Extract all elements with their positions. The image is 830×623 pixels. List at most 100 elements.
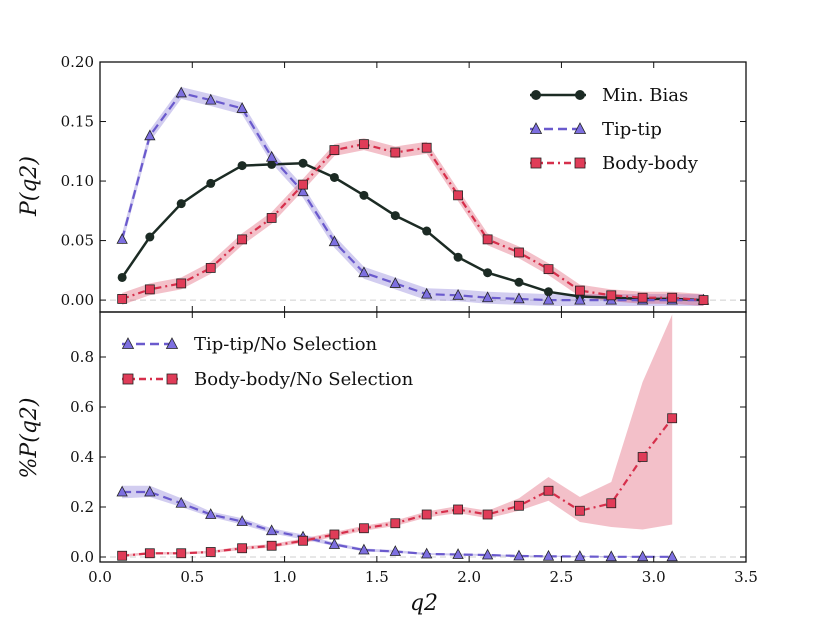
bottom-y-axis-label: %P(q2) [17,398,42,479]
bottom-series-0-point [265,524,278,536]
top-series-1-point [205,93,217,105]
bottom-series-1-point [543,485,554,496]
top-series-1-point [328,235,341,247]
top-series-1-point [542,293,555,305]
bottom-series-0-point [358,543,370,555]
bottom-series-0-point [513,549,525,561]
top-series-1-point [144,129,156,141]
top-y-tick-label: 0.05 [61,232,94,250]
top-series-1-point [116,233,128,244]
top-series-0-point [206,178,216,188]
top-series-1-point [513,292,525,304]
bottom-series-0-point [481,548,494,560]
bottom-series-line-1 [122,417,674,557]
top-series-0-point [453,252,463,262]
top-series-2-point [698,295,709,305]
bottom-series-1-point [606,498,617,509]
top-legend-label-2: Body-body [602,153,699,174]
top-series-1-point [452,288,464,300]
bottom-series-0-point [542,549,555,561]
bottom-x-tick-label: 2.5 [549,568,573,586]
top-series-2-point [543,264,554,275]
top-series-0-point [145,232,155,242]
bottom-series-1-point [117,550,128,561]
bottom-band-0 [122,485,673,557]
bottom-legend-marker-0 [121,337,135,349]
bottom-x-tick-label: 3.0 [642,568,666,586]
bottom-series-0-point [205,508,217,519]
bottom-series-0-point [636,550,649,562]
top-legend-marker-0 [531,90,541,100]
top-series-0-point [329,172,339,182]
top-y-tick-label: 0.20 [61,53,94,71]
top-legend-marker-2 [574,157,586,169]
bottom-legend-marker-1 [166,373,178,385]
bottom-y-tick-label: 0.0 [70,548,94,566]
bottom-x-tick-label: 1.5 [365,568,389,586]
top-series-1-point [358,266,370,278]
top-legend-marker-2 [530,157,542,169]
bottom-series-1-point [453,504,463,515]
bottom-series-0-point [421,547,433,559]
top-series-2-point [637,292,648,303]
top-series-1-point [574,293,586,305]
top-series-0-point [298,158,308,168]
top-series-0-point [359,190,369,200]
bottom-series-1-point [359,523,369,534]
top-series-0-point [176,199,186,209]
top-series-0-point [483,268,493,278]
bottom-series-1-point [144,548,155,559]
bottom-panel: 0.0 0.2 0.4 0.6 0.8 0.0 0.5 1.0 1.5 2.0 2.5 3.0 3.5 T… [70,311,758,586]
top-series-1-point [265,150,278,162]
top-legend-marker-1 [529,122,543,134]
top-series-2-point [176,278,187,289]
bottom-legend-marker-0 [165,337,179,349]
top-y-tick-label: 0.15 [61,113,94,131]
top-legend-marker-1 [573,122,587,134]
top-series-2-point [606,290,617,301]
top-series-2-point [482,234,493,245]
top-band-2 [122,138,704,306]
top-series-1-point [389,277,401,288]
top-series-2-point [667,292,678,303]
bottom-x-tick-label: 0.5 [180,568,204,586]
bottom-y-tick-label: 0.2 [70,498,94,516]
bottom-series-1-point [482,509,493,520]
top-legend-label-0: Min. Bias [602,85,688,106]
top-series-1-point [481,291,494,303]
top-series-2-point [514,247,524,258]
bottom-series-1-point [390,518,401,529]
top-series-2-point [266,213,277,223]
top-series-1-point [297,185,309,197]
top-series-line-1 [121,91,704,302]
top-series-2-point [574,285,585,296]
bottom-legend-marker-1 [122,373,134,385]
bottom-series-1-point [176,548,187,559]
top-series-1-point [175,86,187,98]
top-legend-label-1: Tip-tip [602,119,662,140]
top-series-2-point [237,234,248,245]
top-panel: 0.00 0.05 0.10 0.15 0.20 Min. Bias Tip-tip Body… [61,53,747,313]
bottom-series-0-point [144,485,156,497]
bottom-series-1-point [637,452,648,462]
top-series-0-point [390,211,400,221]
bottom-y-tick-label: 0.6 [70,398,94,416]
bottom-frame [99,311,747,563]
top-series-0-point [514,277,524,287]
top-series-1-point [421,287,433,299]
bottom-series-1-point [266,540,277,551]
bottom-series-0-point [452,548,464,559]
bottom-series-1-point [514,500,524,511]
top-series-2-point [390,147,401,158]
bottom-band-1 [122,314,673,557]
top-series-2-point [144,284,155,295]
bottom-series-1-point [237,543,248,554]
bottom-legend-label-1: Body-body/No Selection [194,369,414,390]
bottom-x-tick-label: 0.0 [88,568,112,586]
top-y-tick-label: 0.00 [61,291,94,309]
top-y-axis-label: P(q2) [17,156,42,217]
bottom-series-1-point [421,509,432,520]
bottom-series-0-point [666,550,678,562]
bottom-x-tick-label: 3.5 [734,568,758,586]
